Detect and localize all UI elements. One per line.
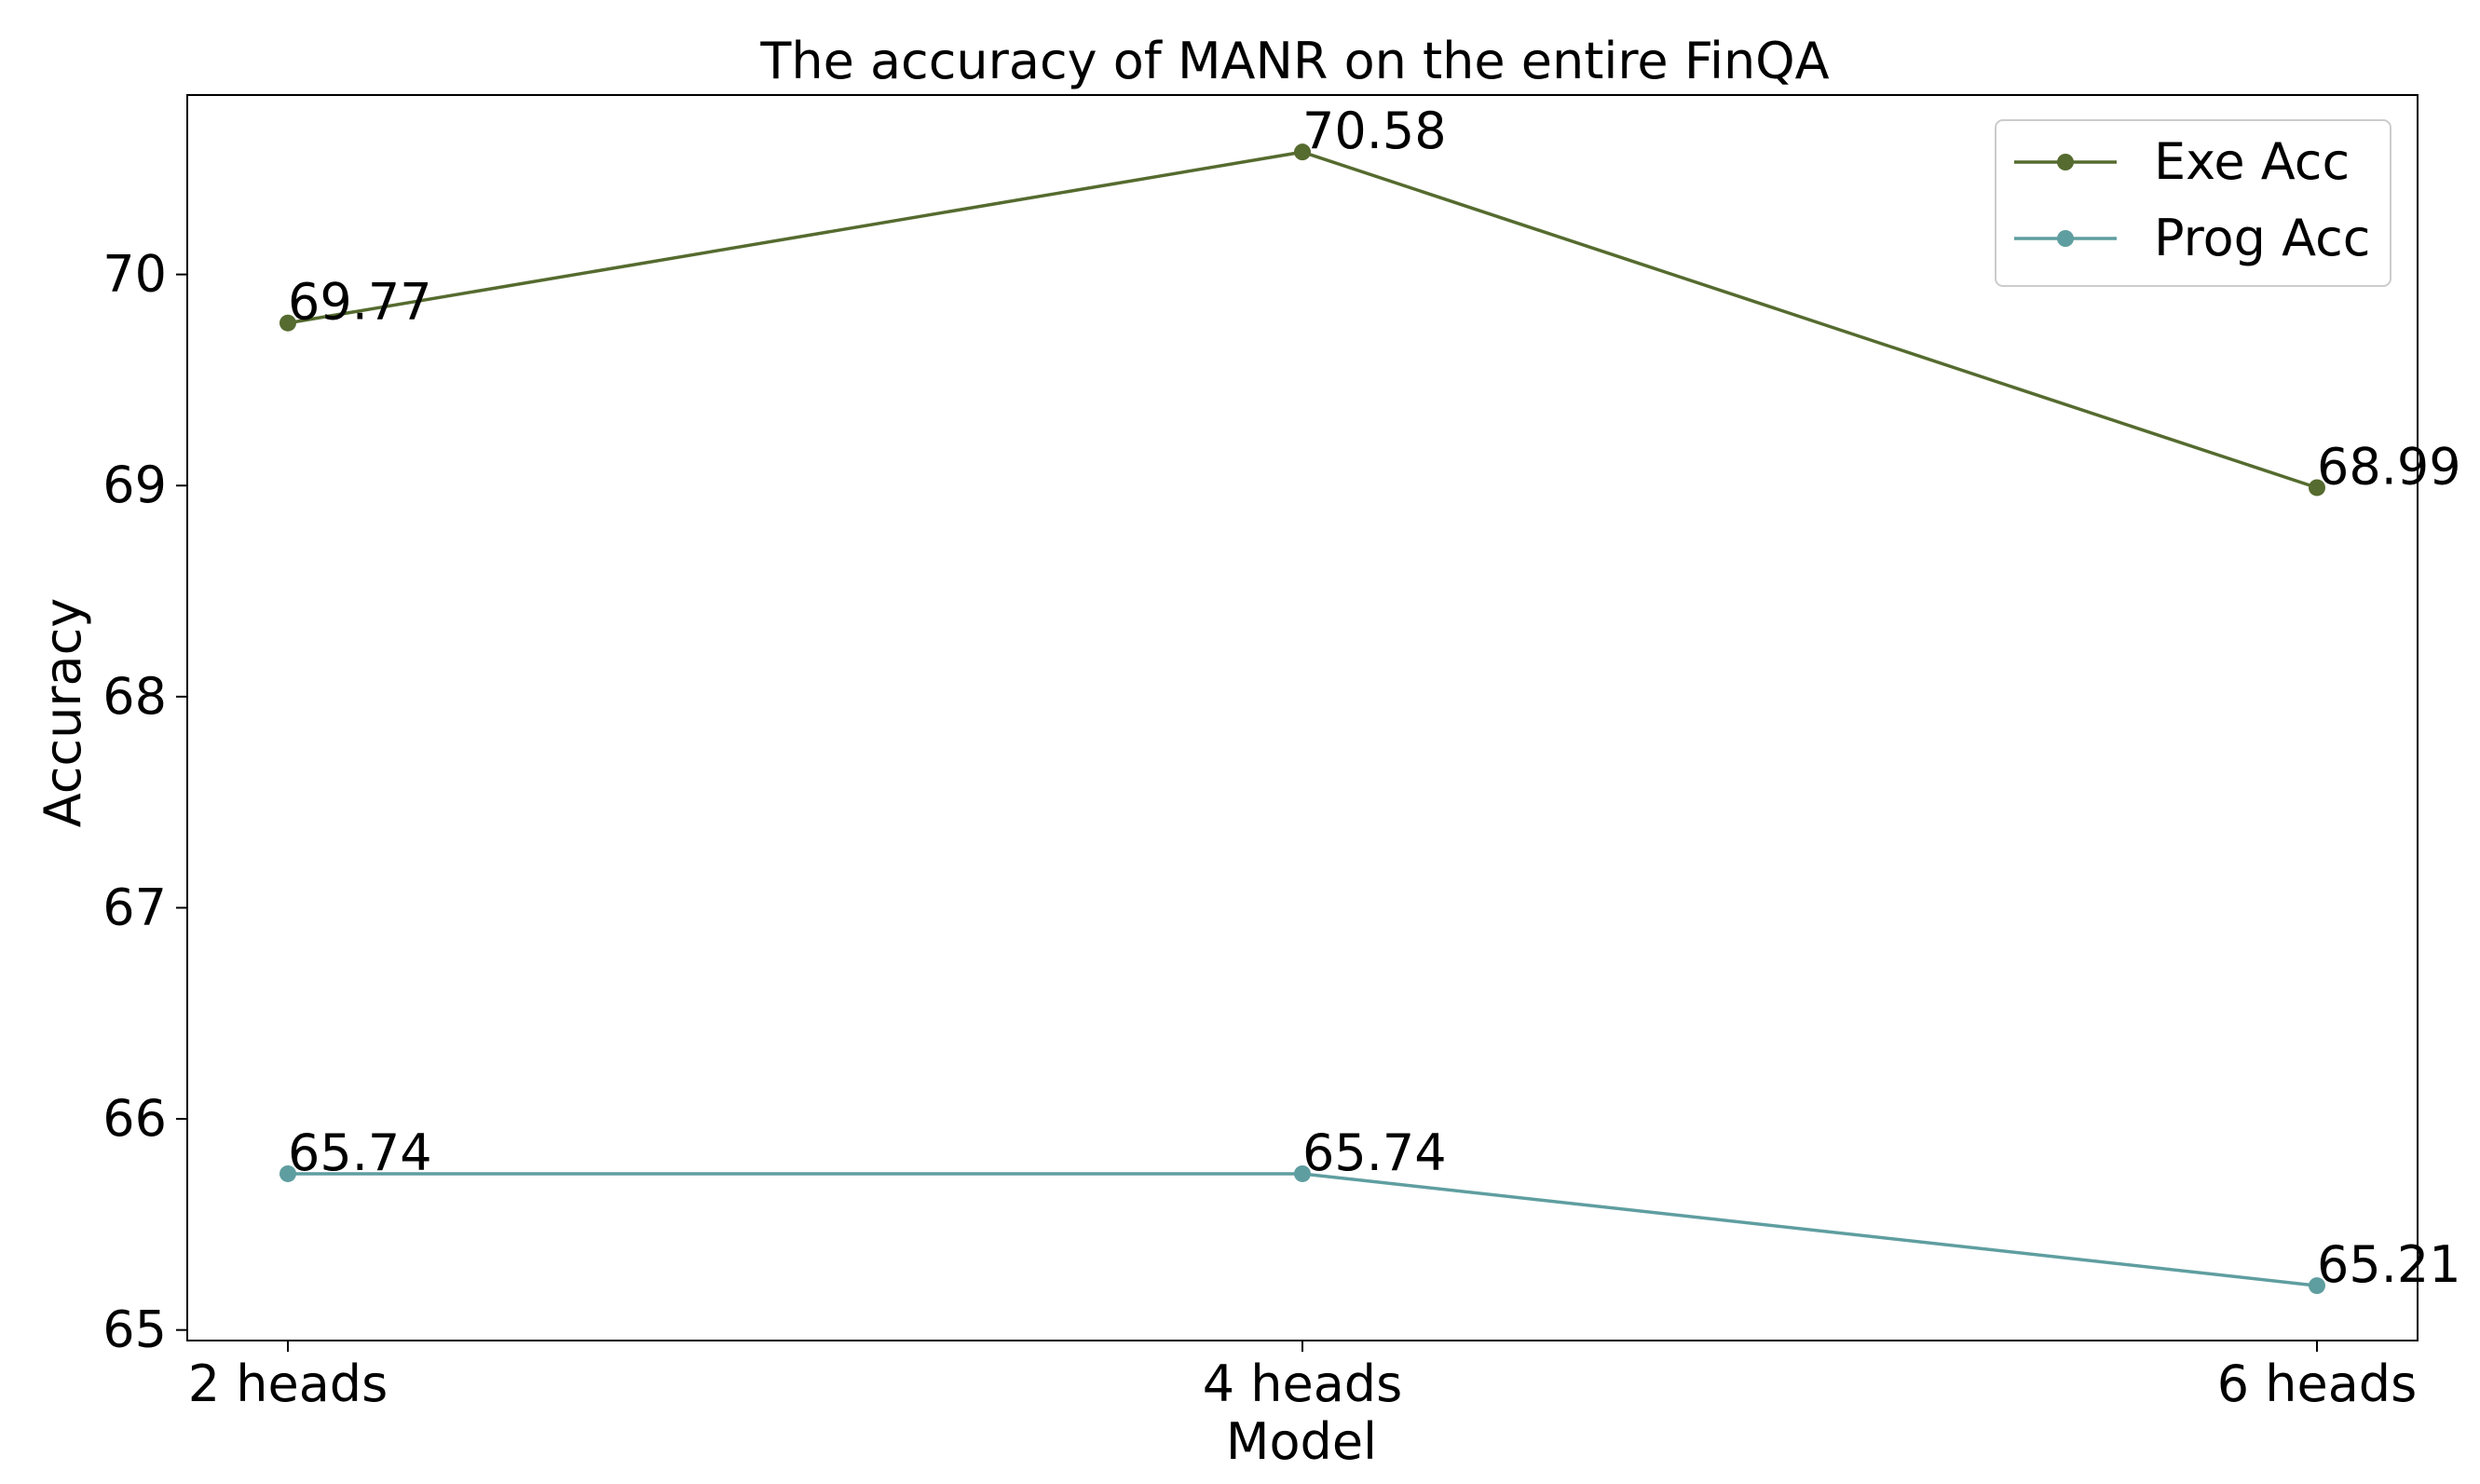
data-label: 65.21: [2317, 1235, 2461, 1294]
x-tick-label: 2 heads: [188, 1355, 388, 1413]
series-layer: 69.77 70.58 68.99 65.74 65.74 65.21: [279, 102, 2461, 1295]
data-label: 65.74: [1302, 1123, 1447, 1182]
x-tick-label: 6 heads: [2217, 1355, 2417, 1413]
series-prog-acc: 65.74 65.74 65.21: [279, 1123, 2461, 1295]
y-axis-label: Accuracy: [34, 598, 92, 828]
data-label: 69.77: [288, 273, 432, 332]
y-tick-label: 65: [102, 1300, 167, 1359]
y-axis: 65 66 67 68 69 70: [102, 245, 187, 1359]
legend-label: Exe Acc: [2154, 132, 2350, 191]
series-line: [288, 1172, 2318, 1287]
data-point: [2309, 479, 2325, 497]
legend-item: Exe Acc: [2014, 132, 2350, 191]
y-tick-label: 68: [102, 667, 167, 726]
legend-marker: [2057, 230, 2074, 247]
x-axis-label: Model: [1226, 1412, 1377, 1471]
y-tick-label: 67: [102, 878, 167, 936]
x-tick-label: 4 heads: [1203, 1355, 1402, 1413]
y-tick-label: 66: [102, 1089, 167, 1148]
y-tick-label: 70: [102, 245, 167, 304]
series-exe-acc: 69.77 70.58 68.99: [279, 102, 2461, 497]
chart-title: The accuracy of MANR on the entire FinQA: [759, 32, 1829, 90]
data-point: [2309, 1277, 2325, 1295]
data-point: [1294, 143, 1311, 161]
legend: Exe Acc Prog Acc: [1995, 119, 2391, 287]
data-label: 65.74: [288, 1123, 432, 1182]
legend-label: Prog Acc: [2154, 209, 2370, 267]
data-label: 70.58: [1302, 102, 1447, 160]
data-point: [279, 1164, 296, 1182]
x-axis: 2 heads 4 heads 6 heads: [188, 1341, 2417, 1413]
legend-marker: [2057, 154, 2074, 170]
data-label: 68.99: [2317, 437, 2461, 496]
legend-item: Prog Acc: [2014, 209, 2370, 267]
data-point: [1294, 1164, 1311, 1182]
data-point: [279, 314, 296, 332]
y-tick-label: 69: [102, 456, 167, 514]
